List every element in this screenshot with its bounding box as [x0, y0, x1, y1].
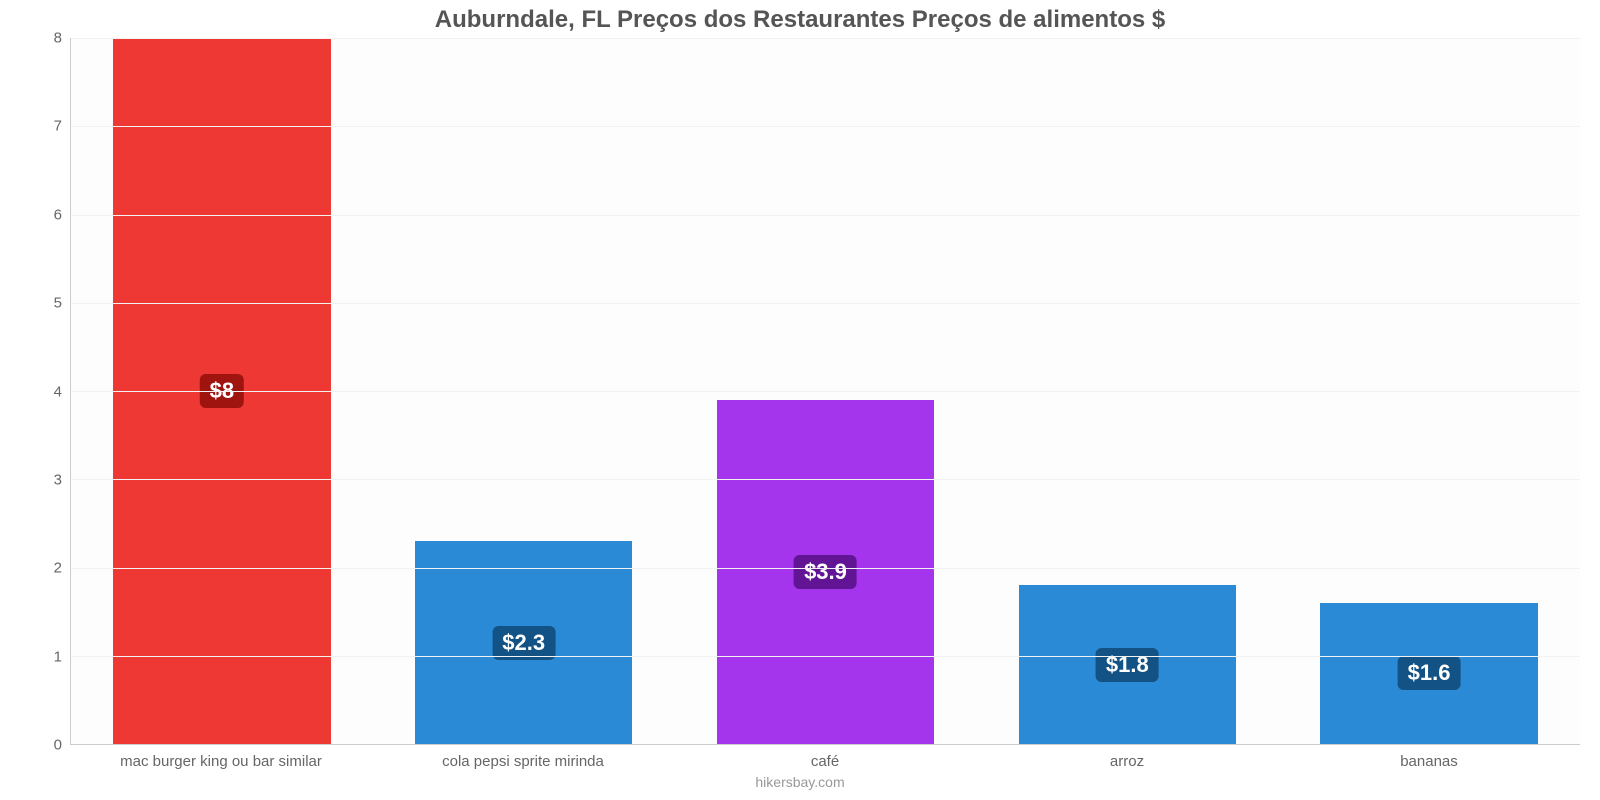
- x-tick-label: cola pepsi sprite mirinda: [372, 753, 674, 770]
- x-tick-label: bananas: [1278, 753, 1580, 770]
- plot-wrap: 012345678 $8$2.3$3.9$1.8$1.6: [0, 38, 1600, 745]
- y-tick-label: 0: [54, 737, 62, 754]
- bar: $1.6: [1320, 603, 1537, 744]
- value-badge: $1.6: [1398, 656, 1461, 690]
- bar: $1.8: [1019, 585, 1236, 744]
- chart-title: Auburndale, FL Preços dos Restaurantes P…: [0, 0, 1600, 38]
- value-badge: $3.9: [794, 555, 857, 589]
- y-tick-label: 5: [54, 295, 62, 312]
- y-tick-label: 1: [54, 648, 62, 665]
- gridline: [71, 656, 1580, 657]
- y-tick-label: 2: [54, 560, 62, 577]
- x-tick-label: café: [674, 753, 976, 770]
- y-axis: 012345678: [30, 38, 70, 745]
- bar: $2.3: [415, 541, 632, 744]
- source-label: hikersbay.com: [0, 770, 1600, 800]
- y-tick-label: 4: [54, 383, 62, 400]
- y-tick-label: 3: [54, 471, 62, 488]
- gridline: [71, 215, 1580, 216]
- y-tick-label: 6: [54, 206, 62, 223]
- value-badge: $1.8: [1096, 648, 1159, 682]
- x-axis: mac burger king ou bar similarcola pepsi…: [0, 745, 1600, 770]
- gridline: [71, 38, 1580, 39]
- bar: $3.9: [717, 400, 934, 744]
- y-tick-label: 7: [54, 118, 62, 135]
- y-tick-label: 8: [54, 30, 62, 47]
- gridline: [71, 303, 1580, 304]
- x-tick-label: mac burger king ou bar similar: [70, 753, 372, 770]
- gridline: [71, 568, 1580, 569]
- gridline: [71, 479, 1580, 480]
- price-bar-chart: Auburndale, FL Preços dos Restaurantes P…: [0, 0, 1600, 800]
- plot-area: $8$2.3$3.9$1.8$1.6: [70, 38, 1580, 745]
- gridline: [71, 126, 1580, 127]
- x-tick-label: arroz: [976, 753, 1278, 770]
- gridline: [71, 391, 1580, 392]
- value-badge: $2.3: [492, 626, 555, 660]
